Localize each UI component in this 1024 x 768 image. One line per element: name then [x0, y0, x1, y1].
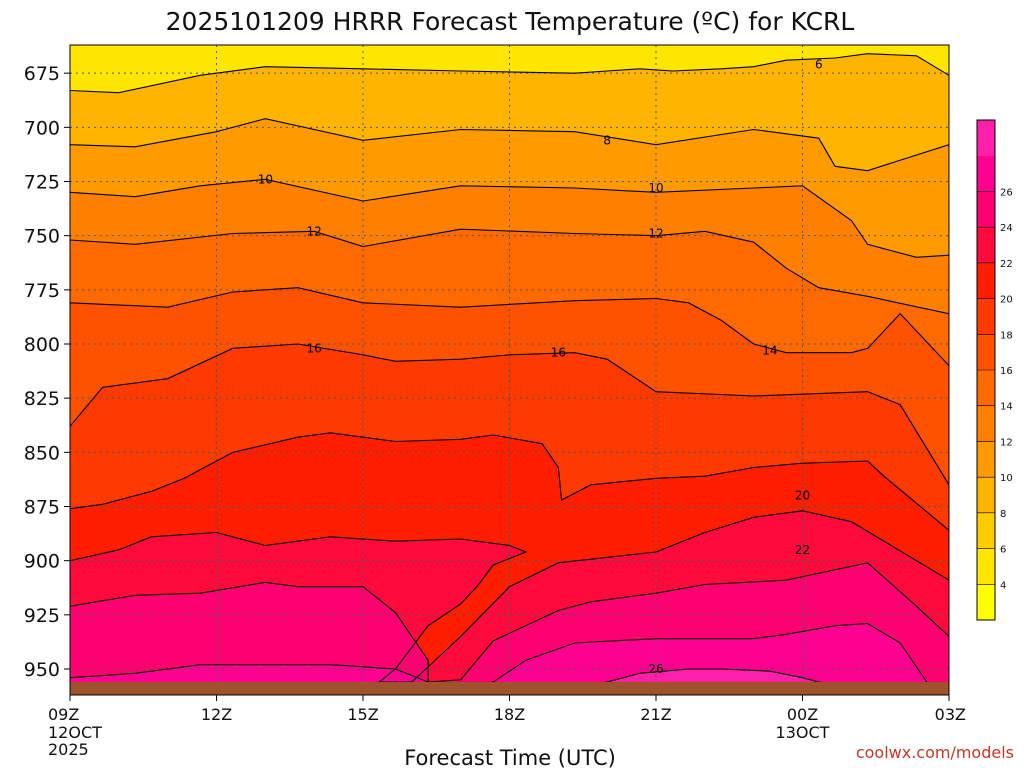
colorbar-tick-label: 24 — [1000, 223, 1013, 234]
y-tick-label: 925 — [24, 605, 60, 627]
contour-label: 8 — [603, 133, 611, 147]
colorbar-swatch — [977, 227, 995, 264]
colorbar-swatch — [977, 155, 995, 192]
y-tick-label: 875 — [24, 497, 60, 519]
colorbar-tick-label: 14 — [1000, 402, 1013, 413]
colorbar-swatch — [977, 548, 995, 585]
y-tick-label: 775 — [24, 280, 60, 302]
y-tick-label: 700 — [24, 117, 60, 139]
contour-line-20 — [70, 510, 949, 683]
credit-link[interactable]: coolwx.com/models — [856, 743, 1014, 762]
colorbar-tick-label: 10 — [1000, 473, 1013, 484]
colorbar-swatch — [977, 262, 995, 300]
y-tick-label: 950 — [24, 659, 60, 681]
x-tick-sublabel: 2025 — [48, 740, 89, 759]
contour-label: 22 — [795, 543, 810, 557]
contour-line-12 — [70, 228, 949, 315]
y-tick-label: 750 — [24, 226, 60, 248]
y-axis: 675 700 725 750 775 800 825 850 875 900 925 950 — [24, 63, 70, 681]
colorbar-swatch — [977, 477, 995, 514]
contour-label: 12 — [648, 227, 663, 241]
y-tick-label: 825 — [24, 388, 60, 410]
colorbar-tick-label: 16 — [1000, 366, 1013, 377]
x-tick-label: 21Z — [640, 705, 671, 724]
contour-label: 16 — [551, 346, 566, 360]
contour-line-10 — [70, 178, 949, 258]
x-tick-sublabel: 13OCT — [776, 723, 830, 742]
colorbar-swatch — [977, 405, 995, 442]
contour-line-24 — [70, 622, 934, 691]
contour-label-group: 6 8 10 10 12 12 14 16 16 20 22 26 — [258, 58, 823, 677]
colorbar-tick-label: 20 — [1000, 295, 1013, 306]
colorbar-swatch — [977, 298, 995, 335]
colorbar-tick-label: 18 — [1000, 330, 1013, 341]
colorbar-swatch — [977, 512, 995, 550]
colorbar-tick-label: 8 — [1000, 509, 1006, 520]
temperature-fill-bands — [70, 45, 949, 695]
contour-label: 16 — [307, 341, 322, 355]
colorbar-tick-label: 12 — [1000, 437, 1013, 448]
y-tick-label: 850 — [24, 442, 60, 464]
contour-label: 26 — [648, 662, 663, 676]
y-tick-label: 675 — [24, 63, 60, 85]
contour-line-18 — [70, 432, 949, 531]
colorbar-swatch — [977, 584, 995, 621]
colorbar-swatch — [977, 120, 995, 157]
x-tick-label: 00Z — [787, 705, 818, 724]
x-tick-label: 18Z — [494, 705, 525, 724]
plot-area: 6 8 10 10 12 12 14 16 16 20 22 26 — [69, 44, 950, 696]
colorbar-swatch — [977, 191, 995, 228]
contour-label: 12 — [307, 224, 322, 238]
contour-line-14 — [70, 287, 949, 367]
x-tick-label: 15Z — [347, 705, 378, 724]
x-tick-label: 09Z — [48, 705, 79, 724]
colorbar-swatch — [977, 441, 995, 478]
contour-label: 10 — [648, 181, 663, 195]
contour-lines — [70, 53, 949, 691]
contour-label: 14 — [762, 344, 777, 358]
contour-line-26 — [590, 668, 836, 687]
y-tick-label: 900 — [24, 551, 60, 573]
colorbar-swatch — [977, 370, 995, 407]
contour-label: 20 — [795, 489, 810, 503]
x-tick-label: 12Z — [201, 705, 232, 724]
colorbar-tick-label: 22 — [1000, 259, 1013, 270]
colorbar-swatch — [977, 334, 995, 371]
y-tick-label: 800 — [24, 334, 60, 356]
x-tick-label: 03Z — [935, 705, 966, 724]
colorbar: 4 6 8 10 12 14 16 18 20 22 24 26 — [976, 119, 1013, 621]
colorbar-tick-label: 4 — [1000, 580, 1006, 591]
colorbar-tick-label: 26 — [1000, 187, 1013, 198]
contour-line-8 — [70, 118, 949, 172]
colorbar-tick-label: 6 — [1000, 545, 1006, 556]
ground-surface — [70, 682, 949, 695]
chart-title: 2025101209 HRRR Forecast Temperature (ºC… — [166, 7, 855, 36]
contour-line-6 — [70, 53, 949, 94]
contour-label: 10 — [258, 172, 273, 186]
x-tick-sublabel: 12OCT — [48, 723, 102, 742]
contour-line-16 — [70, 343, 949, 486]
contour-line-22 — [70, 562, 949, 683]
x-axis-label: Forecast Time (UTC) — [404, 746, 616, 768]
contour-label: 6 — [815, 58, 823, 72]
y-tick-label: 725 — [24, 172, 60, 194]
